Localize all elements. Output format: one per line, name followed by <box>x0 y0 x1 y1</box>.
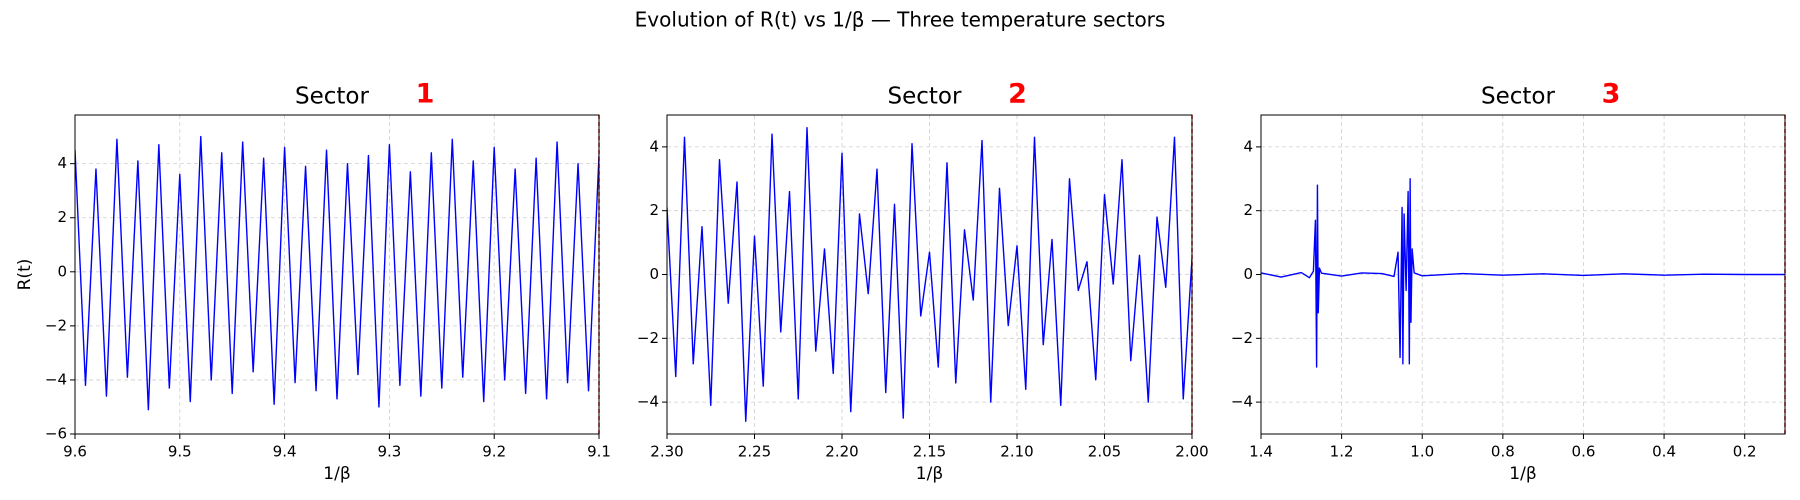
y-tick-label: 0 <box>57 262 67 280</box>
x-tick-label: 9.2 <box>482 443 506 461</box>
x-tick-label: 0.2 <box>1733 443 1757 461</box>
x-tick-label: 2.05 <box>1088 443 1121 461</box>
y-tick-label: −4 <box>1231 393 1253 411</box>
x-tick-label: 2.20 <box>825 443 858 461</box>
y-tick-label: −4 <box>45 370 67 388</box>
y-tick-label: 0 <box>649 265 659 283</box>
y-tick-label: −2 <box>45 316 67 334</box>
subplot-title: Sector <box>1481 84 1555 110</box>
y-tick-label: 0 <box>1243 265 1253 283</box>
x-tick-label: 1.4 <box>1249 443 1273 461</box>
y-tick-label: 2 <box>57 208 67 226</box>
y-tick-label: 4 <box>57 154 67 172</box>
x-tick-label: 9.5 <box>168 443 192 461</box>
subplot-title: Sector <box>295 84 369 110</box>
y-axis-label: R(t) <box>15 259 35 291</box>
y-tick-label: −6 <box>45 425 67 443</box>
x-axis-label: 1/β <box>323 464 350 484</box>
data-line <box>667 127 1192 422</box>
x-tick-label: 2.00 <box>1175 443 1208 461</box>
y-tick-label: 2 <box>649 201 659 219</box>
x-tick-label: 1.0 <box>1410 443 1434 461</box>
y-tick-label: 2 <box>1243 201 1253 219</box>
x-tick-label: 9.3 <box>377 443 401 461</box>
data-line <box>1261 178 1785 368</box>
x-tick-label: 0.4 <box>1652 443 1676 461</box>
plot-area <box>1261 178 1785 368</box>
figure-title: Evolution of R(t) vs 1/β — Three tempera… <box>635 8 1166 32</box>
data-line <box>75 135 599 411</box>
x-tick-label: 1.2 <box>1330 443 1354 461</box>
sector-number: 1 <box>416 79 435 110</box>
y-tick-label: 4 <box>1243 137 1253 155</box>
subplot-title: Sector <box>888 84 962 110</box>
y-tick-label: 4 <box>649 137 659 155</box>
sector-number: 3 <box>1602 79 1621 110</box>
x-tick-label: 9.6 <box>63 443 87 461</box>
x-tick-label: 0.6 <box>1572 443 1596 461</box>
x-axis-label: 1/β <box>1509 464 1536 484</box>
sector-number: 2 <box>1008 79 1027 110</box>
x-tick-label: 2.10 <box>1000 443 1033 461</box>
x-tick-label: 2.25 <box>738 443 771 461</box>
x-tick-label: 2.30 <box>650 443 683 461</box>
plot-area <box>667 127 1192 422</box>
x-tick-label: 9.1 <box>587 443 611 461</box>
axes-frame <box>1260 114 1786 435</box>
x-tick-label: 2.15 <box>913 443 946 461</box>
y-tick-label: −4 <box>637 393 659 411</box>
x-axis-label: 1/β <box>916 464 943 484</box>
plot-area <box>75 135 599 411</box>
axes-frame <box>666 114 1193 435</box>
x-tick-label: 0.8 <box>1491 443 1515 461</box>
axes-frame <box>74 114 600 435</box>
x-tick-label: 9.4 <box>273 443 297 461</box>
y-tick-label: −2 <box>1231 329 1253 347</box>
y-tick-label: −2 <box>637 329 659 347</box>
